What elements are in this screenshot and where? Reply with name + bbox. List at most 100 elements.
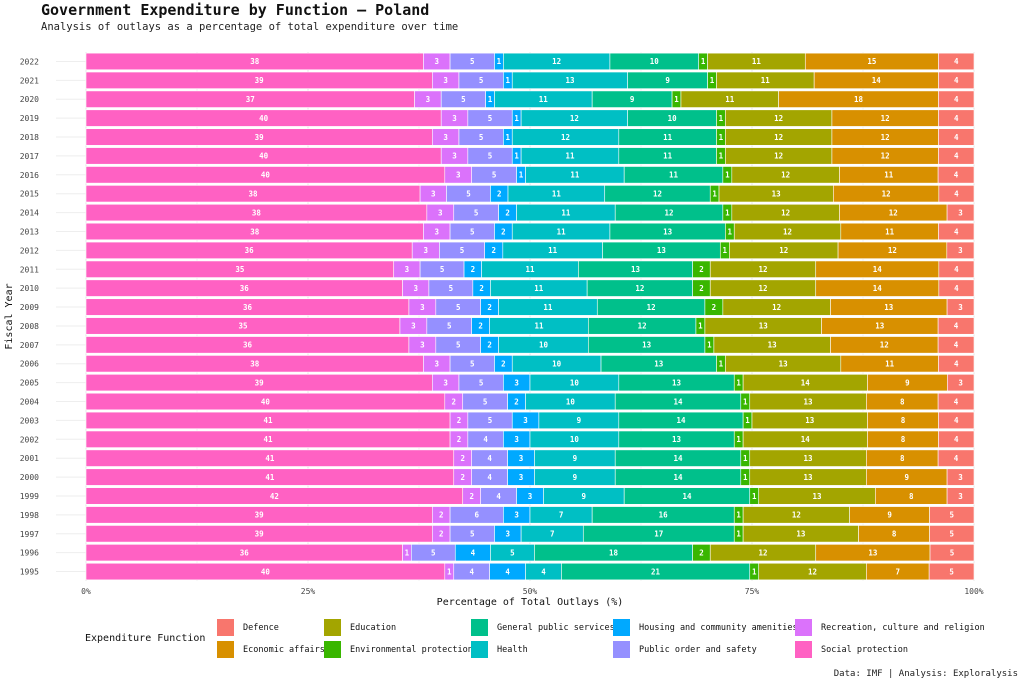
data-label: 10 — [566, 397, 576, 406]
y-tick-label: 2016 — [20, 171, 39, 180]
data-label: 2 — [505, 208, 510, 217]
data-label: 4 — [954, 152, 959, 161]
bar-row-2003: 41 2 5 3 9 14 1 13 8 4 2003 — [20, 411, 975, 430]
data-label: 2 — [451, 397, 456, 406]
data-label: 13 — [672, 435, 682, 444]
data-label: 12 — [758, 548, 767, 557]
data-label: 38 — [250, 360, 260, 369]
data-label: 5 — [950, 530, 955, 539]
legend-swatch — [795, 641, 812, 658]
data-label: 1 — [719, 360, 724, 369]
legend-swatch — [217, 641, 234, 658]
data-label: 1 — [723, 246, 728, 255]
bar-row-2009: 36 3 5 2 11 12 2 12 13 3 2009 — [20, 298, 975, 316]
bar-row-1995: 40 1 4 4 4 21 1 12 7 5 1995 — [20, 562, 975, 581]
bar-segment-defence — [929, 506, 975, 524]
data-label: 4 — [954, 322, 959, 331]
bar-row-2014: 38 3 5 2 11 12 1 12 12 3 2014 — [20, 203, 975, 222]
legend-label: Social protection — [821, 644, 908, 655]
data-label: 3 — [405, 265, 410, 274]
legend-swatch — [324, 641, 341, 658]
data-label: 5 — [488, 114, 493, 123]
data-label: 1 — [736, 378, 741, 387]
data-label: 11 — [885, 227, 895, 236]
data-label: 3 — [443, 76, 448, 85]
data-label: 3 — [958, 208, 963, 217]
bar-row-2002: 41 2 4 3 10 13 1 14 8 4 2002 — [20, 430, 975, 448]
y-tick-label: 2012 — [20, 246, 39, 255]
bar-segment-defence — [938, 411, 975, 430]
data-label: 13 — [884, 303, 894, 312]
data-label: 13 — [805, 416, 815, 425]
data-label: 9 — [887, 511, 892, 520]
bar-segment-defence — [946, 298, 975, 316]
data-label: 2 — [471, 265, 476, 274]
data-label: 4 — [954, 171, 959, 180]
bar-segment-defence — [929, 525, 975, 543]
data-label: 1 — [514, 114, 519, 123]
data-label: 5 — [488, 152, 493, 161]
data-label: 1 — [506, 133, 511, 142]
y-tick-label: 2019 — [20, 114, 39, 123]
data-label: 13 — [804, 473, 814, 482]
data-label: 5 — [479, 378, 484, 387]
data-label: 5 — [470, 360, 475, 369]
data-label: 4 — [487, 454, 492, 463]
data-label: 12 — [779, 246, 788, 255]
data-label: 8 — [901, 416, 906, 425]
data-label: 3 — [958, 492, 963, 501]
bar-row-2004: 40 2 5 2 10 14 1 13 8 4 2004 — [20, 392, 975, 411]
data-label: 10 — [539, 341, 549, 350]
bar-segment-defence — [938, 222, 975, 241]
y-tick-label: 2021 — [20, 76, 39, 85]
data-label: 12 — [889, 208, 898, 217]
data-label: 1 — [710, 76, 715, 85]
data-label: 1 — [743, 454, 748, 463]
data-label: 5 — [474, 208, 479, 217]
data-label: 18 — [854, 95, 864, 104]
bar-row-1996: 36 1 5 4 5 18 2 12 13 5 1996 — [20, 544, 975, 562]
data-label: 13 — [804, 397, 814, 406]
data-label: 3 — [456, 171, 461, 180]
legend-swatch — [613, 641, 630, 658]
data-label: 13 — [796, 530, 806, 539]
data-label: 10 — [668, 114, 678, 123]
data-label: 2 — [487, 303, 492, 312]
data-label: 3 — [519, 454, 524, 463]
data-label: 1 — [736, 435, 741, 444]
data-label: 3 — [958, 303, 963, 312]
data-label: 4 — [954, 284, 959, 293]
data-label: 4 — [496, 492, 501, 501]
data-label: 37 — [246, 95, 255, 104]
data-label: 4 — [541, 567, 546, 576]
y-tick-label: 2007 — [20, 341, 39, 350]
y-tick-label: 2004 — [20, 398, 39, 407]
data-label: 5 — [479, 76, 484, 85]
legend-label: Public order and safety — [639, 644, 757, 655]
data-label: 2 — [457, 435, 462, 444]
data-label: 12 — [570, 114, 579, 123]
data-label: 3 — [452, 152, 457, 161]
data-label: 1 — [719, 114, 724, 123]
data-label: 41 — [264, 435, 274, 444]
data-label: 4 — [954, 189, 959, 198]
data-label: 14 — [873, 265, 883, 274]
data-label: 13 — [759, 322, 769, 331]
y-tick-label: 2002 — [20, 435, 39, 444]
data-label: 40 — [261, 397, 271, 406]
y-tick-label: 2001 — [20, 454, 39, 463]
data-label: 12 — [647, 303, 656, 312]
data-label: 14 — [801, 378, 811, 387]
data-label: 2 — [457, 416, 462, 425]
data-label: 38 — [252, 208, 262, 217]
data-label: 11 — [570, 171, 580, 180]
bar-row-2000: 41 2 4 3 9 14 1 13 9 3 2000 — [20, 468, 975, 486]
y-tick-label: 1998 — [20, 511, 39, 520]
data-label: 11 — [565, 152, 575, 161]
data-label: 3 — [958, 246, 963, 255]
y-tick-label: 2010 — [20, 284, 39, 293]
data-label: 3 — [514, 435, 519, 444]
data-label: 41 — [264, 416, 274, 425]
